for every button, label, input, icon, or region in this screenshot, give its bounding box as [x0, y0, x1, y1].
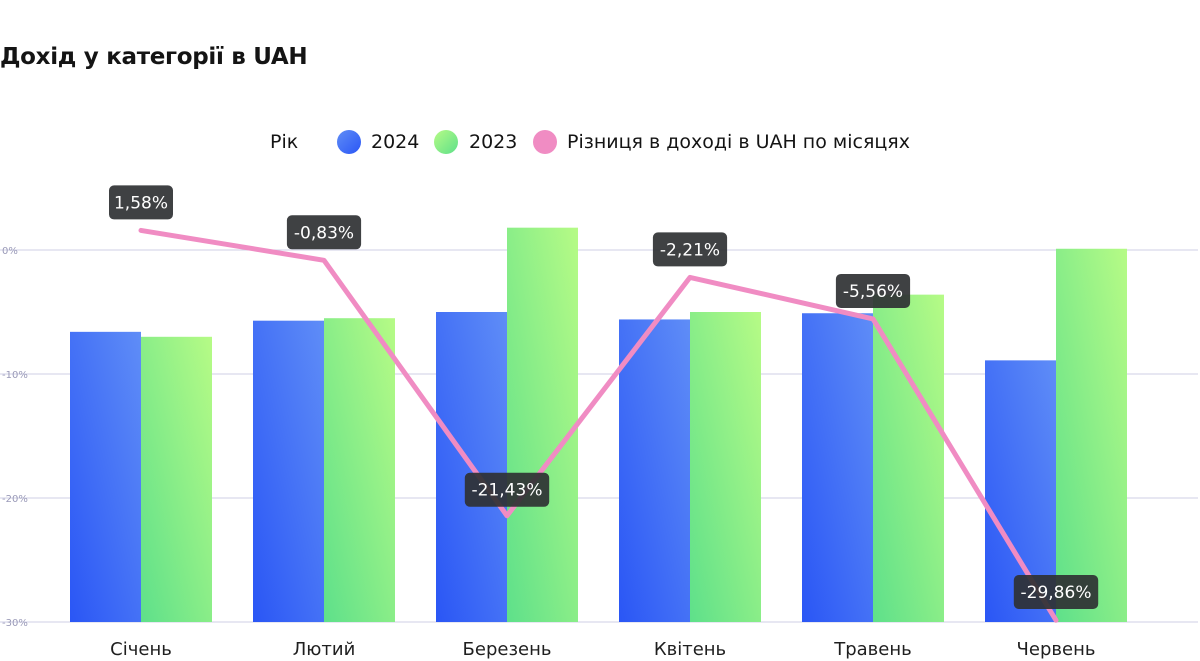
x-category-label: Січень [110, 639, 172, 660]
data-label: -2,21% [660, 240, 720, 260]
x-category-label: Лютий [293, 639, 356, 660]
bar-2024-4 [619, 319, 690, 622]
legend-title: Рік [270, 131, 299, 153]
difference-line [138, 227, 1059, 623]
data-label: -5,56% [843, 282, 903, 302]
legend-swatch-difference [533, 130, 557, 154]
bar-2023-1 [141, 336, 212, 622]
data-label: -21,43% [472, 481, 543, 501]
y-tick-label: -30% [2, 618, 28, 629]
y-tick-label: -10% [2, 370, 28, 381]
x-category-label: Травень [833, 639, 912, 660]
data-label: 1,58% [114, 193, 168, 213]
legend: Рік 2024 2023 Різниця в доході в UAH по … [0, 128, 1200, 158]
bar-2024-5 [802, 313, 873, 622]
data-label-box [652, 232, 728, 267]
y-tick-label: -20% [2, 494, 28, 505]
data-label-box [1013, 575, 1099, 609]
data-label-box [835, 273, 911, 308]
data-label-box [464, 472, 550, 507]
bar-2024-1 [70, 331, 141, 622]
x-category-label: Березень [463, 639, 552, 660]
bar-2024-2 [253, 320, 324, 622]
legend-swatch-2023 [434, 130, 458, 154]
data-label: -29,86% [1021, 583, 1092, 603]
legend-label-2024[interactable]: 2024 [371, 131, 420, 153]
legend-swatch-2024 [337, 130, 361, 154]
bar-2023-6 [1056, 248, 1127, 622]
data-label: -0,83% [294, 223, 354, 243]
bar-2023-5 [873, 294, 944, 622]
x-category-label: Квітень [654, 639, 726, 660]
bar-2023-3 [507, 227, 578, 622]
y-tick-label: 0% [2, 246, 18, 257]
legend-label-2023[interactable]: 2023 [469, 131, 518, 153]
data-label-box [109, 185, 173, 220]
bar-2023-4 [690, 312, 761, 622]
bar-2023-2 [324, 318, 395, 622]
chart-title: Дохід у категорії в UAH [0, 44, 308, 70]
data-label-box [286, 215, 362, 250]
x-category-label: Червень [1017, 639, 1096, 660]
legend-label-difference[interactable]: Різниця в доході в UAH по місяцях [567, 131, 910, 153]
